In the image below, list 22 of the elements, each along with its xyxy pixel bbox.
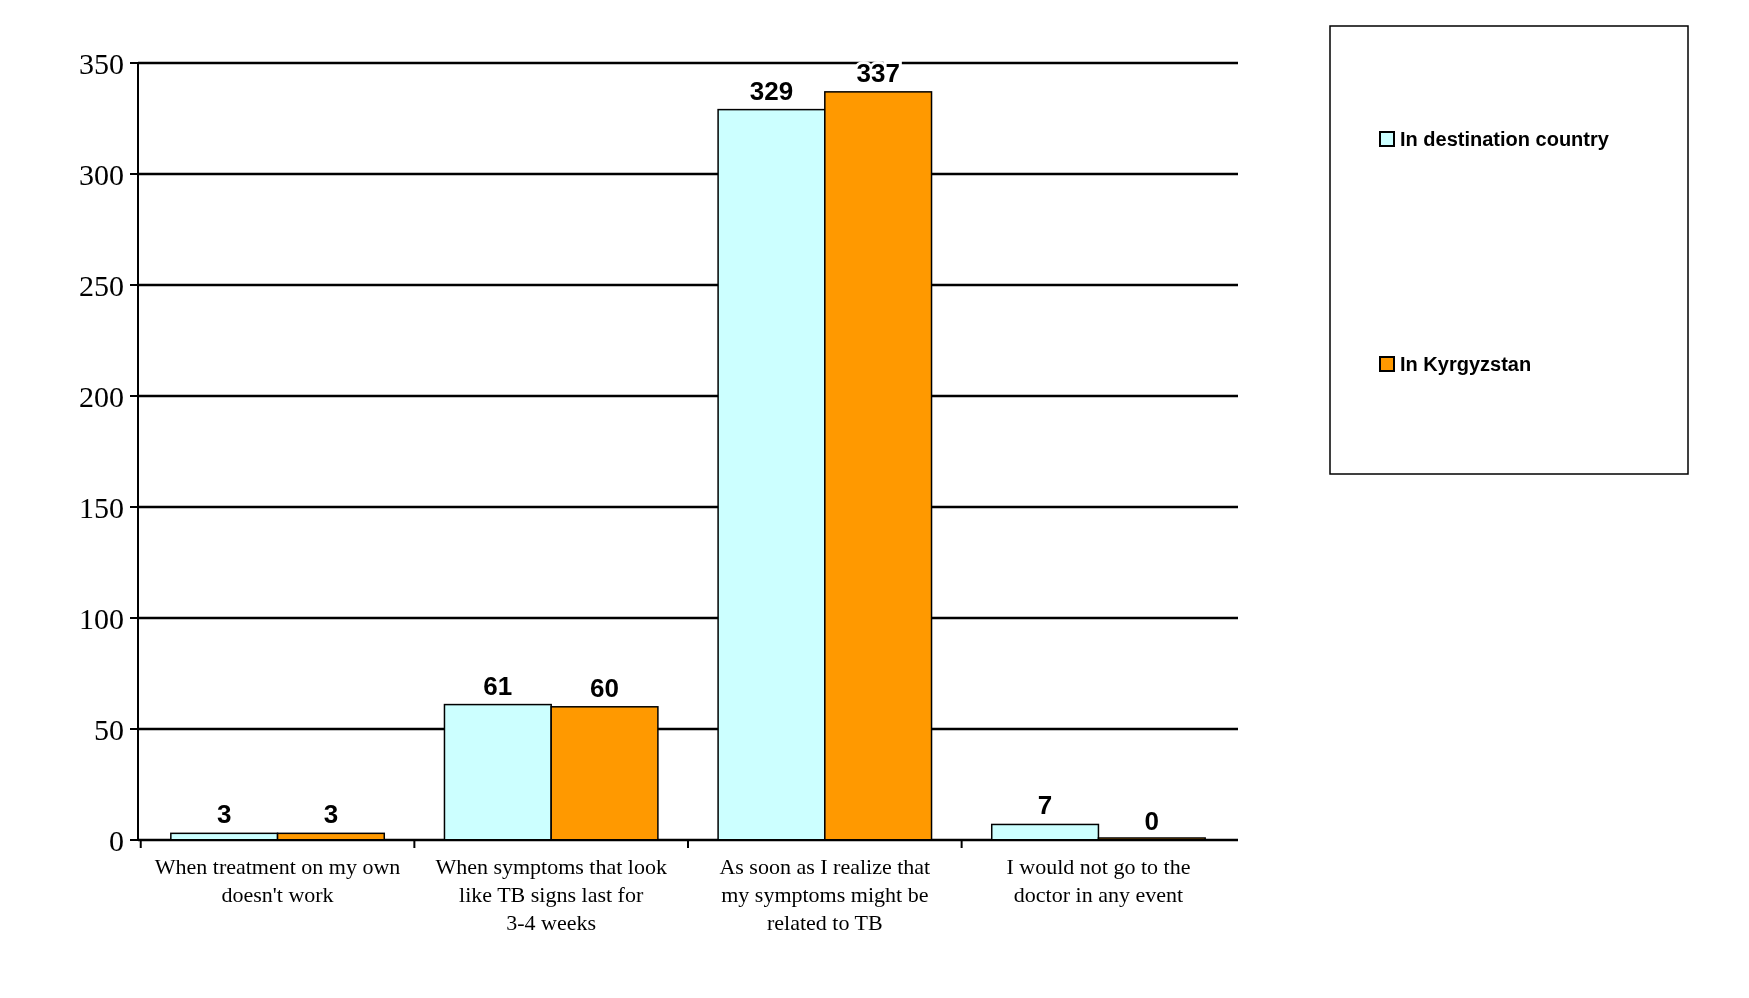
x-tick-label: When symptoms that look like TB signs last for 3-4 weeks <box>435 854 667 935</box>
y-tick-label: 300 <box>79 157 124 191</box>
data-label: 7 <box>1037 790 1053 821</box>
y-tick-label: 250 <box>79 268 124 302</box>
data-label: 60 <box>590 672 619 703</box>
legend-label: In Kyrgyzstan <box>1400 353 1532 375</box>
y-tick-label: 50 <box>94 712 124 746</box>
data-label: 61 <box>483 670 513 701</box>
data-label: 3 <box>216 799 232 830</box>
data-label: 329 <box>749 75 794 106</box>
y-tick-label: 0 <box>109 823 124 857</box>
data-label: 3 <box>323 799 339 830</box>
x-tick-label: I would not go to the doctor in any event <box>1006 854 1191 907</box>
data-label: 0 <box>1144 806 1160 836</box>
data-label: 337 <box>856 57 900 88</box>
x-tick-label: As soon as I realize that my symptoms might be related to TB <box>719 854 931 935</box>
legend-label: In destination country <box>1400 128 1610 150</box>
y-tick-label: 200 <box>79 379 124 413</box>
x-tick-label: When treatment on my own doesn't work <box>154 854 401 907</box>
y-tick-label: 150 <box>79 490 124 524</box>
y-tick-label: 100 <box>79 601 124 635</box>
y-tick-label: 350 <box>79 46 124 80</box>
